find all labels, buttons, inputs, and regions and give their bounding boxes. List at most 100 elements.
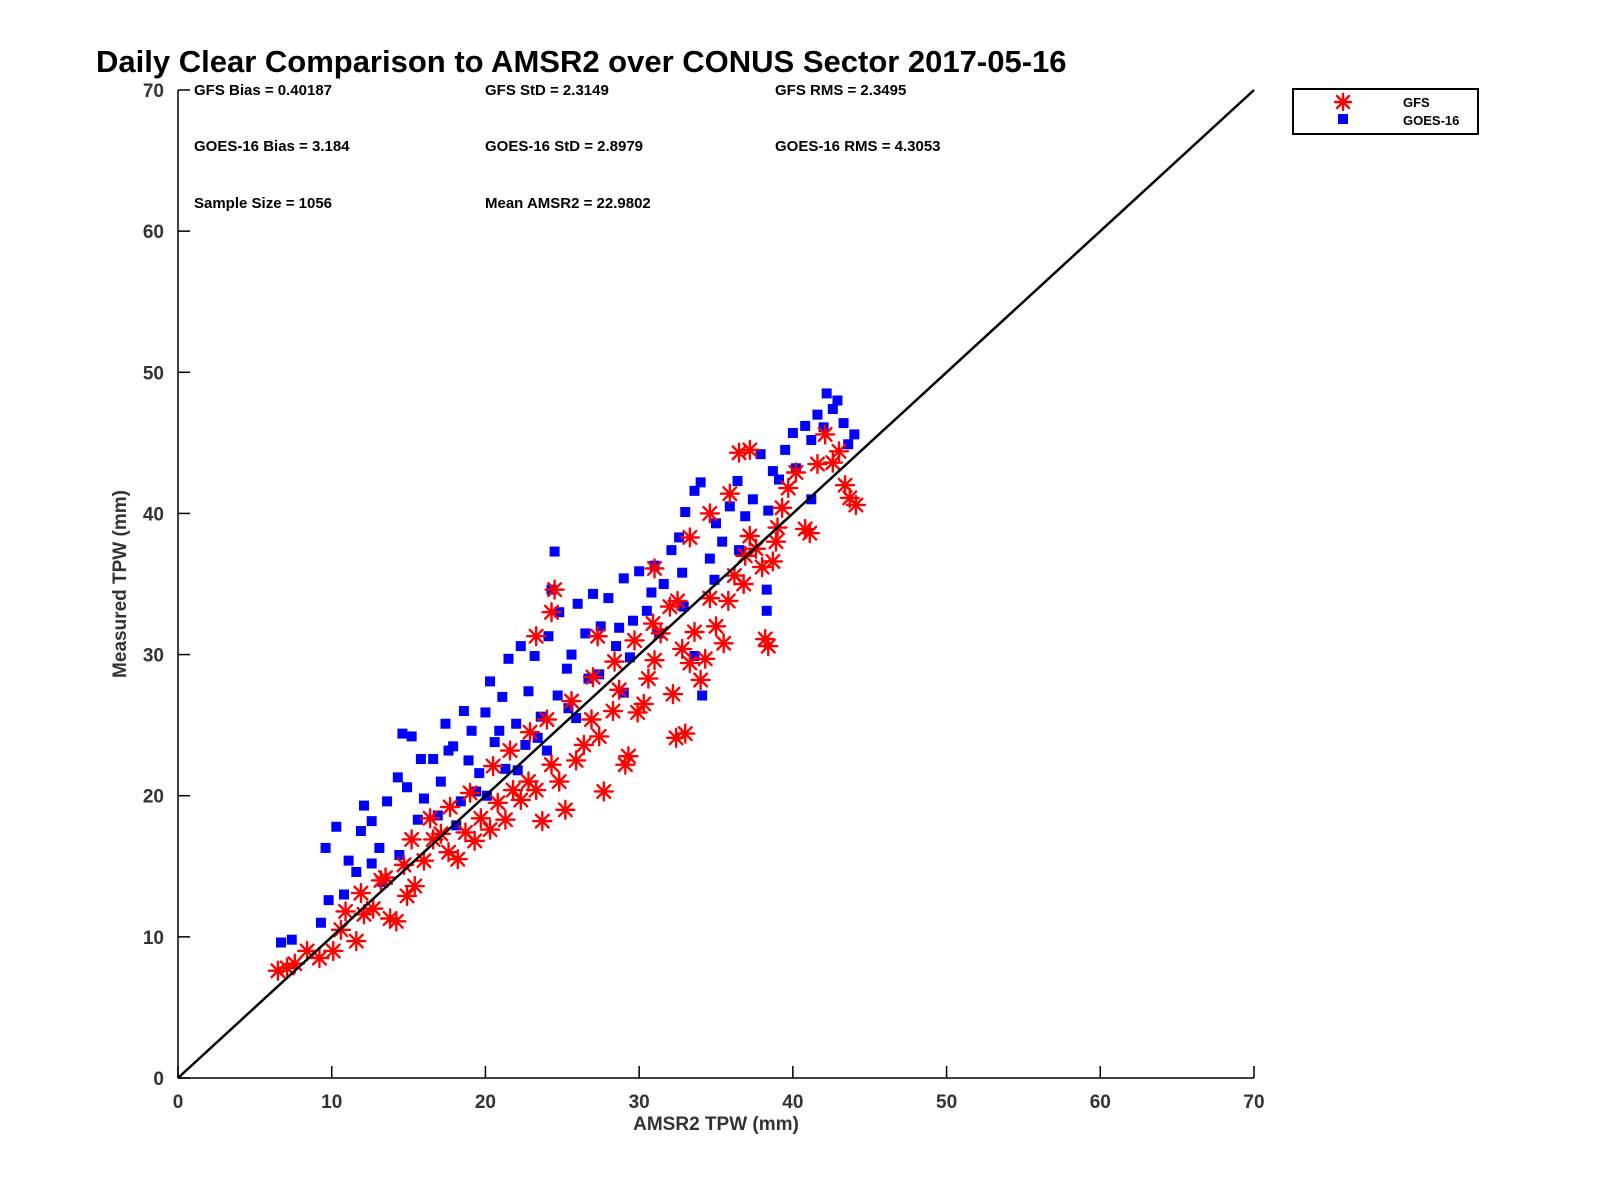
gfs-point [604,651,625,672]
gfs-point [739,525,761,547]
gfs-point [679,652,701,674]
gfs-point [588,726,610,747]
gfs-point [350,882,372,904]
goes-16-point [747,494,758,505]
y-tick-label: 70 [143,81,164,102]
gfs-point [470,808,492,829]
gfs-point [323,940,344,962]
goes-16-point [494,725,505,736]
gfs-point [679,527,701,548]
gfs-point [541,754,562,775]
goes-16-point [503,653,514,664]
gfs-point [602,700,624,722]
y-tick-label: 10 [143,928,164,949]
y-axis-label: Measured TPW (mm) [110,490,131,678]
goes-16-point [535,711,546,722]
gfs-point [459,782,481,804]
gfs-point [618,745,639,767]
gfs-point [525,779,547,801]
goes-16-point [552,690,563,701]
gfs-point [615,754,636,775]
goes-16-point [571,713,582,724]
gfs-bias-text: GFS Bias = 0.40187 [194,82,332,99]
gfs-point [593,781,614,802]
gfs-point [495,809,516,830]
goes-16-point [618,573,629,584]
goes-16-point [500,763,511,774]
gfs-point [624,630,645,651]
goes-16-point [543,631,554,642]
gfs-point [565,750,587,771]
goes-16-point [366,858,377,869]
gfs-point [807,453,828,475]
gfs-point [771,497,793,518]
goes-16-point [641,605,652,616]
x-tick-label: 10 [321,1092,342,1113]
gfs-point [633,693,654,715]
goes-bias-text: GOES-16 Bias = 3.184 [194,138,350,155]
goes-16-point [351,866,362,877]
goes-16-point [320,842,331,853]
goes-16-point [724,501,735,512]
goes-16-point [358,800,369,811]
gfs-point [386,911,407,932]
gfs-point [690,669,711,691]
gfs-point [479,819,501,840]
gfs-point [587,626,608,647]
legend-box [1292,88,1479,135]
plot-area: 0 10 20 30 40 50 60 70 0 10 20 30 40 50 60 70 [143,81,1265,1113]
goes-16-point [821,388,832,399]
goes-16-point [397,728,408,739]
goes-16-point [529,650,540,661]
goes-16-point [761,584,772,595]
goes-16-points [275,388,860,948]
goes-16-point [480,707,491,718]
goes-16-point [818,422,829,433]
gfs-point [828,441,850,462]
gfs-point [718,590,739,612]
y-tick-label: 30 [143,646,164,667]
gfs-point [525,626,547,647]
goes-16-point [594,669,605,680]
gfs-point [447,849,468,870]
goes-16-point [787,427,798,438]
y-tick-label: 0 [153,1069,164,1090]
gfs-point [675,723,696,744]
goes-16-point [806,435,817,446]
x-tick-label: 50 [936,1092,957,1113]
goes-16-point [474,768,485,779]
y-axis-ticks: 0 10 20 30 40 50 60 70 [143,81,190,1090]
goes-16-point [666,545,677,556]
goes-16-point [680,507,691,518]
x-tick-label: 40 [782,1092,803,1113]
goes-16-point [463,755,474,766]
gfs-point [532,810,553,832]
goes-16-point [709,574,720,585]
goes-16-point [697,690,708,701]
gfs-point [335,901,356,922]
gfs-point [419,808,441,829]
goes-16-point [286,934,297,945]
goes-16-point [695,477,706,488]
goes-16-point [827,403,838,414]
x-tick-label: 30 [629,1092,650,1113]
legend-gfs-marker [1333,92,1353,112]
x-tick-label: 60 [1090,1092,1111,1113]
y-tick-label: 20 [143,787,164,808]
gfs-point [699,587,721,609]
goes-16-point [627,615,638,626]
goes-16-point [572,598,583,609]
gfs-point [739,439,761,461]
gfs-point [544,579,565,600]
goes-16-point [541,745,552,756]
gfs-point [464,830,485,852]
gfs-point [582,666,604,688]
goes-16-point [646,587,657,598]
gfs-point [309,947,330,969]
gfs-point [713,633,734,654]
gfs-point [778,477,799,499]
goes-16-point [394,849,405,860]
gfs-point [667,590,688,612]
goes-16-point [428,754,439,765]
goes-16-point [624,652,635,663]
